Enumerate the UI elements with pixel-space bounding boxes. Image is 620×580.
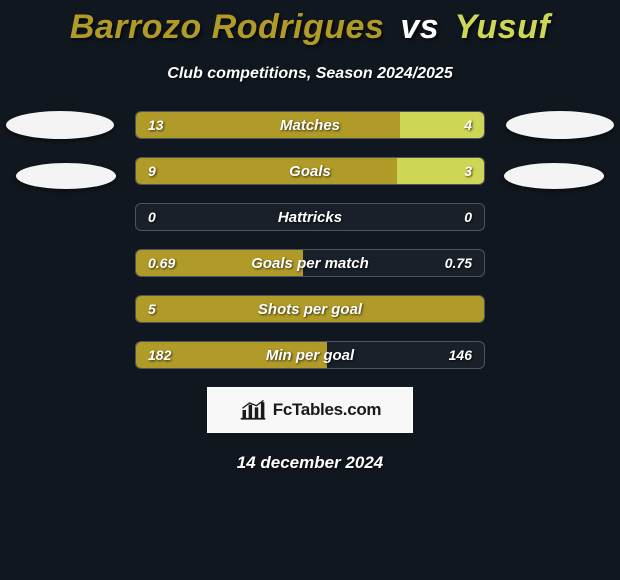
- stat-row: 5Shots per goal: [135, 295, 485, 323]
- stat-value-right: 146: [449, 342, 472, 368]
- chart-area: 134Matches93Goals00Hattricks0.690.75Goal…: [0, 111, 620, 369]
- stat-label: Hattricks: [136, 204, 484, 230]
- subtitle: Club competitions, Season 2024/2025: [0, 65, 620, 83]
- stat-value-left: 13: [148, 112, 164, 138]
- chart-icon: [239, 399, 267, 421]
- watermark: FcTables.com: [207, 387, 413, 433]
- player1-badge-bottom: [16, 163, 116, 189]
- player2-badge-bottom: [504, 163, 604, 189]
- stat-row: 134Matches: [135, 111, 485, 139]
- comparison-title: Barrozo Rodrigues vs Yusuf: [0, 0, 620, 47]
- vs-text: vs: [400, 8, 439, 46]
- stat-row: 182146Min per goal: [135, 341, 485, 369]
- stat-bars-container: 134Matches93Goals00Hattricks0.690.75Goal…: [135, 111, 485, 369]
- stat-row: 0.690.75Goals per match: [135, 249, 485, 277]
- date-text: 14 december 2024: [0, 453, 620, 473]
- player2-badge-top: [506, 111, 614, 139]
- stat-bar-left: [136, 158, 397, 184]
- player2-name: Yusuf: [454, 8, 550, 46]
- stat-bar-left: [136, 296, 484, 322]
- player1-name: Barrozo Rodrigues: [70, 8, 385, 46]
- stat-row: 0 0Hattricks: [135, 203, 485, 231]
- stat-value-left: 5: [148, 296, 156, 322]
- watermark-text: FcTables.com: [273, 400, 382, 420]
- stat-value-right: 4: [464, 112, 472, 138]
- player1-badge-top: [6, 111, 114, 139]
- stat-value-right: 0.75: [445, 250, 472, 276]
- stat-value-left: 9: [148, 158, 156, 184]
- stat-value-right: 0: [464, 204, 472, 230]
- stat-value-left: 0: [148, 204, 156, 230]
- stat-value-left: 182: [148, 342, 171, 368]
- stat-row: 93Goals: [135, 157, 485, 185]
- stat-value-left: 0.69: [148, 250, 175, 276]
- stat-value-right: 3: [464, 158, 472, 184]
- stat-bar-left: [136, 112, 400, 138]
